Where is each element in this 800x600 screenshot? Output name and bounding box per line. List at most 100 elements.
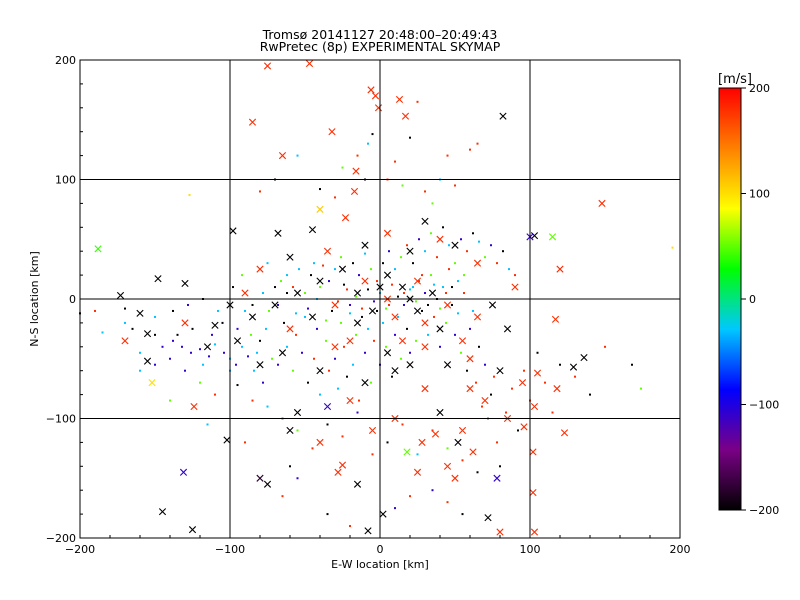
- velocity-point: [310, 274, 312, 277]
- velocity-point: [631, 363, 633, 366]
- velocity-point: [206, 423, 209, 426]
- velocity-marker-x: [391, 367, 399, 375]
- velocity-point: [268, 309, 270, 312]
- velocity-marker-x: [188, 526, 197, 534]
- velocity-point: [442, 226, 444, 229]
- velocity-point: [298, 268, 300, 271]
- velocity-point: [328, 369, 330, 372]
- velocity-marker-x: [421, 319, 429, 327]
- velocity-point: [446, 501, 449, 504]
- velocity-point: [397, 315, 399, 318]
- velocity-point: [232, 286, 234, 289]
- velocity-marker-x: [473, 259, 482, 267]
- velocity-marker-x: [323, 247, 332, 255]
- velocity-point: [386, 441, 389, 444]
- velocity-point: [313, 357, 315, 360]
- velocity-point: [295, 312, 297, 315]
- velocity-point: [367, 327, 369, 330]
- velocity-point: [199, 381, 201, 384]
- velocity-point: [370, 268, 372, 271]
- velocity-point: [319, 393, 321, 396]
- velocity-point: [484, 256, 486, 259]
- velocity-point: [319, 188, 321, 191]
- velocity-point: [439, 345, 441, 348]
- velocity-point: [313, 262, 315, 265]
- velocity-marker-x: [391, 313, 399, 321]
- velocity-point: [364, 351, 366, 354]
- velocity-marker-x: [154, 275, 162, 283]
- x-tick-label: −100: [215, 543, 245, 556]
- velocity-point: [376, 280, 378, 283]
- velocity-point: [124, 321, 126, 324]
- velocity-marker-x: [308, 313, 317, 321]
- y-tick-label: −100: [46, 413, 76, 426]
- velocity-point: [172, 339, 174, 342]
- velocity-point: [400, 357, 402, 360]
- x-axis-label: E-W location [km]: [331, 558, 429, 571]
- velocity-marker-x: [413, 468, 422, 476]
- velocity-marker-x: [520, 423, 528, 431]
- velocity-point: [391, 283, 393, 286]
- velocity-point: [431, 202, 434, 205]
- velocity-point: [223, 351, 225, 354]
- velocity-point: [376, 309, 378, 312]
- velocity-point: [292, 369, 294, 372]
- velocity-point: [154, 363, 156, 366]
- velocity-point: [478, 240, 480, 243]
- velocity-marker-x: [443, 462, 452, 470]
- velocity-point: [295, 333, 297, 336]
- velocity-marker-x: [401, 112, 410, 120]
- y-tick-label: 0: [69, 293, 76, 306]
- velocity-point: [181, 345, 183, 348]
- velocity-point: [250, 333, 252, 336]
- velocity-marker-x: [316, 277, 324, 285]
- velocity-point: [356, 411, 359, 414]
- velocity-point: [247, 355, 249, 358]
- velocity-point: [289, 465, 291, 468]
- velocity-marker-x: [421, 385, 429, 393]
- velocity-point: [235, 363, 237, 366]
- velocity-point: [472, 309, 474, 312]
- velocity-point: [424, 292, 426, 295]
- velocity-point: [340, 321, 342, 324]
- velocity-point: [271, 357, 273, 360]
- velocity-point: [448, 244, 450, 247]
- velocity-marker-x: [286, 253, 294, 261]
- velocity-marker-x: [305, 59, 314, 68]
- velocity-point: [431, 429, 434, 432]
- velocity-marker-x: [233, 337, 242, 345]
- velocity-marker-x: [286, 426, 294, 435]
- velocity-marker-x: [383, 349, 392, 357]
- velocity-point: [265, 327, 267, 330]
- velocity-point: [296, 429, 299, 432]
- velocity-point: [259, 339, 261, 342]
- velocity-marker-x: [229, 227, 237, 235]
- data-marks: [79, 59, 674, 536]
- velocity-point: [409, 495, 411, 498]
- velocity-marker-x: [308, 226, 317, 234]
- velocity-point: [266, 262, 269, 265]
- velocity-point: [436, 256, 438, 259]
- velocity-point: [481, 405, 483, 408]
- velocity-marker-x: [458, 337, 467, 345]
- velocity-point: [466, 369, 468, 372]
- velocity-point: [401, 423, 404, 426]
- velocity-point: [418, 280, 420, 283]
- velocity-point: [154, 333, 156, 336]
- velocity-point: [400, 256, 402, 259]
- velocity-point: [325, 339, 327, 342]
- velocity-point: [589, 393, 591, 396]
- velocity-point: [367, 142, 369, 145]
- velocity-point: [382, 321, 384, 324]
- velocity-marker-x: [458, 426, 467, 435]
- velocity-point: [551, 411, 554, 414]
- velocity-point: [457, 280, 459, 283]
- velocity-marker-x: [529, 489, 537, 497]
- velocity-point: [274, 286, 276, 289]
- velocity-point: [403, 292, 405, 295]
- chart-title: Tromsø 20141127 20:48:00–20:49:43: [262, 27, 498, 42]
- velocity-point: [517, 429, 519, 432]
- velocity-point: [244, 441, 246, 444]
- y-tick-label: 100: [55, 174, 76, 187]
- velocity-point: [191, 327, 194, 330]
